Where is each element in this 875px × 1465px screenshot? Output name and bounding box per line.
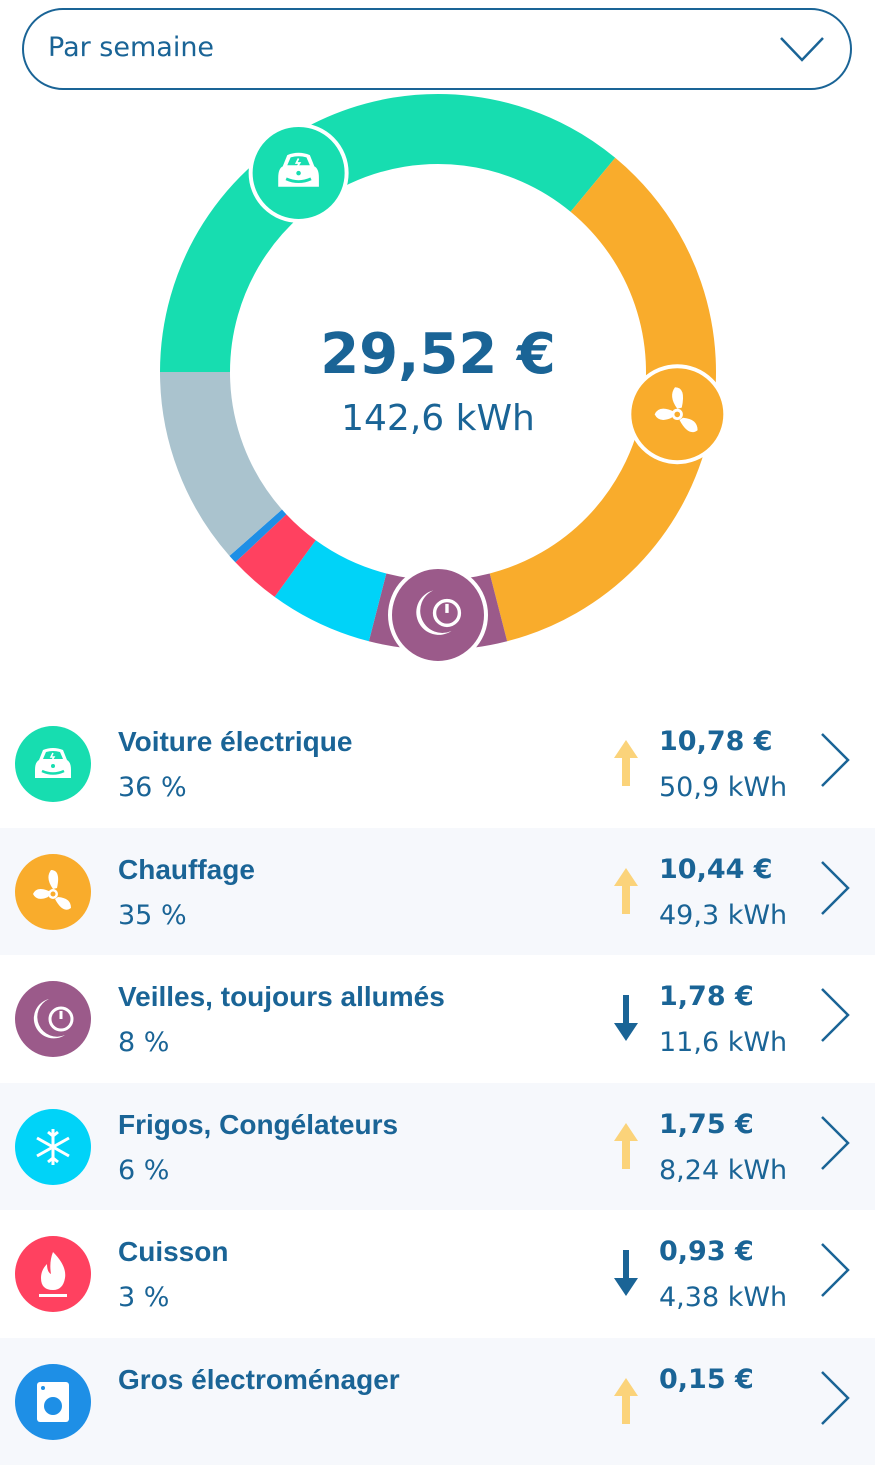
- category-percent: 35 %: [118, 899, 187, 931]
- category-name: Frigos, Congélateurs: [118, 1108, 399, 1140]
- donut-badge-standby-moon-power-icon: [388, 565, 488, 665]
- category-energy: 50,9 kWh: [659, 772, 788, 803]
- category-icon: [15, 1236, 91, 1312]
- category-icon: [15, 726, 91, 802]
- chevron-down-icon: [780, 37, 824, 62]
- category-name: Cuisson: [118, 1236, 229, 1267]
- category-percent: 3 %: [118, 1282, 170, 1313]
- trend-up-arrow-icon: [614, 1377, 638, 1424]
- chevron-right-icon[interactable]: [818, 1368, 852, 1428]
- chevron-right-icon[interactable]: [818, 858, 852, 918]
- category-energy: 49,3 kWh: [659, 899, 788, 931]
- category-cost: 10,78 €: [659, 726, 773, 757]
- category-row[interactable]: Voiture électrique 36 % 10,78 € 50,9 kWh: [0, 700, 875, 827]
- trend-up-arrow-icon: [614, 1122, 638, 1169]
- chevron-right-icon[interactable]: [818, 730, 852, 790]
- category-row[interactable]: Chauffage 35 % 10,44 € 49,3 kWh: [0, 827, 875, 955]
- donut-segment-4[interactable]: [235, 513, 317, 597]
- category-percent: 36 %: [118, 772, 187, 803]
- category-name: Chauffage: [118, 853, 255, 885]
- chevron-right-icon[interactable]: [818, 985, 852, 1045]
- category-energy: 11,6 kWh: [659, 1027, 788, 1058]
- chevron-right-icon[interactable]: [818, 1240, 852, 1300]
- donut-segment-3[interactable]: [274, 539, 387, 642]
- category-percent: 8 %: [118, 1027, 170, 1058]
- category-icon: [15, 1363, 91, 1440]
- category-name: Voiture électrique: [118, 726, 353, 757]
- consumption-donut-chart: [160, 94, 728, 665]
- category-energy: 4,38 kWh: [659, 1282, 788, 1313]
- category-icon: [15, 853, 91, 930]
- donut-segment-5[interactable]: [229, 509, 287, 563]
- category-icon: [15, 1108, 91, 1185]
- total-energy: 142,6 kWh: [341, 398, 535, 439]
- category-row[interactable]: Cuisson 3 % 0,93 € 4,38 kWh: [0, 1210, 875, 1337]
- category-energy: 8,24 kWh: [659, 1154, 788, 1186]
- category-icon: [15, 981, 91, 1057]
- category-cost: 1,75 €: [659, 1108, 754, 1140]
- trend-down-arrow-icon: [614, 995, 638, 1041]
- snowflake-icon: [36, 1128, 70, 1165]
- washing-machine-icon: [37, 1381, 69, 1422]
- category-cost: 0,15 €: [659, 1363, 754, 1395]
- chevron-right-icon[interactable]: [818, 1113, 852, 1173]
- category-name: Gros électroménager: [118, 1363, 400, 1395]
- electric-car-icon: [35, 748, 71, 778]
- standby-moon-power-icon: [33, 999, 74, 1039]
- period-select[interactable]: Par semaine: [22, 8, 852, 90]
- donut-badge-fan-icon: [627, 364, 728, 465]
- total-cost: 29,52 €: [320, 322, 556, 387]
- category-name: Veilles, toujours allumés: [118, 981, 445, 1012]
- donut-segment-6[interactable]: [160, 371, 283, 556]
- category-row[interactable]: Veilles, toujours allumés 8 % 1,78 € 11,…: [0, 955, 875, 1082]
- period-select-value: Par semaine: [48, 32, 215, 63]
- category-row[interactable]: Frigos, Congélateurs 6 % 1,75 € 8,24 kWh: [0, 1082, 875, 1210]
- donut-badge-electric-car-icon: [248, 122, 349, 223]
- trend-down-arrow-icon: [614, 1250, 638, 1296]
- category-cost: 1,78 €: [659, 981, 754, 1012]
- category-cost: 10,44 €: [659, 853, 773, 885]
- trend-up-arrow-icon: [614, 740, 638, 786]
- category-row[interactable]: Gros électroménager 0,15 €: [0, 1337, 875, 1465]
- category-cost: 0,93 €: [659, 1236, 754, 1267]
- category-percent: 6 %: [118, 1154, 170, 1186]
- fan-icon: [33, 869, 71, 910]
- flame-icon: [39, 1252, 67, 1297]
- trend-up-arrow-icon: [614, 867, 638, 914]
